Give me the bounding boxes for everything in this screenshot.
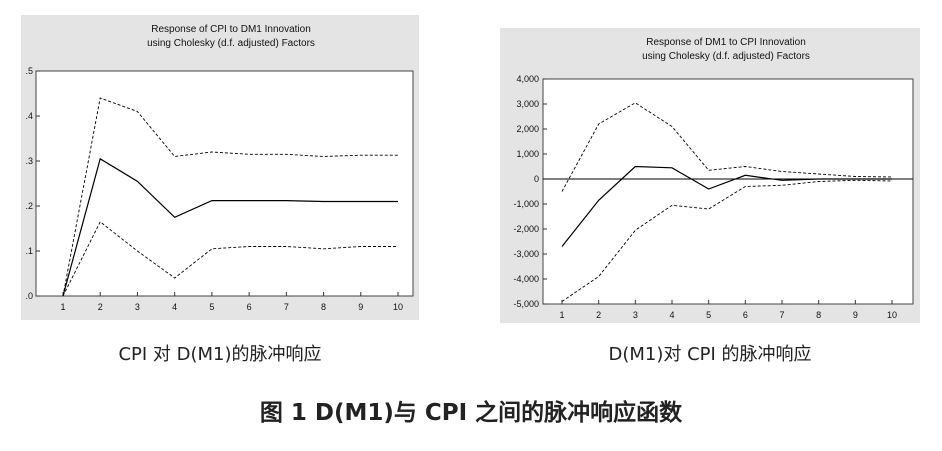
- y-tick-label: .5: [25, 66, 33, 76]
- caption-right: D(M1)对 CPI 的脉冲响应: [608, 344, 812, 365]
- chart-panel-dm1-response: Response of DM1 to CPI Innovation using C…: [500, 28, 920, 323]
- chart-cpi-response-to-dm1: Response of CPI to DM1 Innovation using C…: [25, 24, 414, 312]
- x-tick-label: 8: [816, 310, 821, 320]
- chart-title: Response of CPI to DM1 Innovation: [151, 24, 311, 35]
- x-tick-label: 5: [706, 310, 711, 320]
- y-tick-label: 4,000: [516, 74, 539, 84]
- x-tick-label: 6: [743, 310, 748, 320]
- plot-area: [35, 70, 414, 297]
- series-line-confidence-band: [561, 102, 893, 192]
- x-tick-label: 7: [779, 310, 784, 320]
- x-tick-label: 10: [887, 310, 897, 320]
- series-line-impulse-response: [561, 165, 892, 247]
- x-tick-label: 1: [60, 302, 65, 312]
- x-tick-label: 5: [209, 302, 214, 312]
- chart-subtitle: using Cholesky (d.f. adjusted) Factors: [642, 51, 810, 62]
- series-line-confidence-band: [62, 221, 398, 297]
- y-tick-label: .1: [25, 246, 33, 256]
- chart-subtitle: using Cholesky (d.f. adjusted) Factors: [147, 38, 315, 49]
- x-tick-label: 3: [135, 302, 140, 312]
- series-line-confidence-band: [62, 97, 398, 297]
- x-tick-label: 4: [172, 302, 177, 312]
- chart-dm1-response-to-cpi: Response of DM1 to CPI Innovation using C…: [513, 37, 914, 320]
- x-tick-label: 6: [247, 302, 252, 312]
- series-line-confidence-band: [561, 179, 893, 302]
- x-tick-label: 4: [669, 310, 674, 320]
- series-line-impulse-response: [62, 157, 398, 297]
- y-tick-label: .0: [25, 291, 33, 301]
- y-tick-label: -1,000: [513, 199, 539, 209]
- plot-area: [542, 78, 914, 305]
- x-tick-label: 9: [853, 310, 858, 320]
- y-tick-label: -3,000: [513, 249, 539, 259]
- y-tick-label: 3,000: [516, 99, 539, 109]
- x-tick-label: 10: [393, 302, 403, 312]
- y-tick-label: .4: [25, 111, 33, 121]
- x-tick-label: 9: [358, 302, 363, 312]
- y-tick-label: .2: [25, 201, 33, 211]
- figure-title: 图 1 D(M1)与 CPI 之间的脉冲响应函数: [259, 400, 683, 426]
- chart-title: Response of DM1 to CPI Innovation: [646, 37, 806, 48]
- y-tick-label: -4,000: [513, 274, 539, 284]
- x-tick-label: 3: [633, 310, 638, 320]
- y-tick-label: 2,000: [516, 124, 539, 134]
- x-tick-label: 7: [284, 302, 289, 312]
- x-tick-label: 2: [98, 302, 103, 312]
- x-tick-label: 1: [559, 310, 564, 320]
- caption-left: CPI 对 D(M1)的脉冲响应: [118, 344, 322, 365]
- y-tick-label: -5,000: [513, 299, 539, 309]
- chart-panel-cpi-response: Response of CPI to DM1 Innovation using C…: [21, 15, 419, 320]
- y-tick-label: 1,000: [516, 149, 539, 159]
- y-tick-label: .3: [25, 156, 33, 166]
- y-tick-label: 0: [534, 174, 539, 184]
- y-tick-label: -2,000: [513, 224, 539, 234]
- x-tick-label: 2: [596, 310, 601, 320]
- x-tick-label: 8: [321, 302, 326, 312]
